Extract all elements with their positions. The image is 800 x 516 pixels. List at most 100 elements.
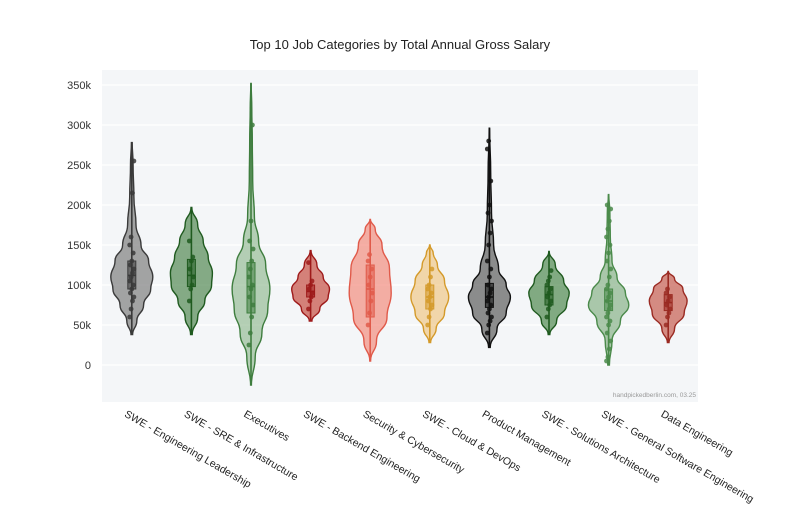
data-point <box>127 262 133 268</box>
data-point <box>608 266 614 272</box>
data-point <box>665 314 670 320</box>
data-point <box>189 282 195 288</box>
data-point <box>484 330 490 336</box>
data-point <box>248 286 254 292</box>
y-tick-label: 300k <box>67 120 91 132</box>
data-point <box>489 314 494 320</box>
data-point <box>489 218 494 224</box>
data-point <box>186 298 192 304</box>
y-tick-label: 350k <box>67 80 91 92</box>
data-point <box>191 274 196 280</box>
data-point <box>247 266 253 272</box>
data-point <box>663 290 669 296</box>
data-point <box>486 138 492 144</box>
data-point <box>604 314 609 320</box>
data-point <box>605 310 611 316</box>
data-point <box>428 306 433 312</box>
data-point <box>488 266 494 272</box>
violins <box>110 82 688 386</box>
y-tick-label: 0 <box>85 360 91 372</box>
data-point <box>130 190 135 196</box>
data-point <box>484 298 490 304</box>
data-point <box>487 290 493 296</box>
violin-group <box>648 270 688 344</box>
data-point <box>487 274 492 280</box>
data-point <box>127 278 133 284</box>
data-point <box>608 206 614 212</box>
data-point <box>486 242 492 248</box>
y-axis: 0 50k 100k 150k 200k 250k 300k 350k <box>67 80 91 372</box>
violin-box <box>365 264 375 318</box>
violin-group <box>231 82 271 386</box>
data-point <box>425 322 431 328</box>
violin-group <box>110 141 154 336</box>
data-point <box>306 286 312 292</box>
data-point <box>367 310 372 316</box>
data-point <box>606 346 612 352</box>
data-point <box>605 226 611 232</box>
data-point <box>484 258 490 264</box>
x-tick-label: SWE - SRE & Infrastructure <box>182 408 300 483</box>
data-point <box>246 274 252 280</box>
credit-text: handpickedberlin.com, 03.25 <box>613 392 696 399</box>
data-point <box>367 274 373 280</box>
data-point <box>365 258 371 264</box>
data-point <box>128 306 134 312</box>
data-point <box>250 282 255 288</box>
data-point <box>128 234 134 240</box>
data-point <box>365 322 371 328</box>
data-point <box>130 282 136 288</box>
data-point <box>130 270 135 276</box>
data-point <box>307 298 313 304</box>
data-point <box>246 342 252 348</box>
data-point <box>604 286 609 292</box>
data-point <box>604 258 610 264</box>
data-point <box>306 306 311 312</box>
data-point <box>485 282 491 288</box>
data-point <box>545 278 551 284</box>
data-point <box>131 266 137 272</box>
data-point <box>606 294 611 300</box>
data-point <box>188 286 194 292</box>
chart-title: Top 10 Job Categories by Total Annual Gr… <box>250 37 551 52</box>
data-point <box>548 298 554 304</box>
data-point <box>605 354 611 360</box>
data-point <box>428 290 434 296</box>
y-tick-label: 200k <box>67 200 91 212</box>
x-tick-label: SWE - Backend Engineering <box>301 408 422 485</box>
data-point <box>127 242 133 248</box>
data-point <box>604 234 609 240</box>
data-point <box>130 250 136 256</box>
data-point <box>128 274 134 280</box>
data-point <box>247 330 253 336</box>
data-point <box>247 294 253 300</box>
data-point <box>607 242 613 248</box>
data-point <box>546 290 552 296</box>
data-point <box>427 294 433 300</box>
data-point <box>548 268 554 273</box>
data-point <box>607 290 613 296</box>
y-tick-label: 100k <box>67 280 91 292</box>
violin-box <box>186 258 196 288</box>
violin-group <box>290 249 331 322</box>
data-point <box>248 218 254 224</box>
data-point <box>544 282 550 288</box>
data-point <box>485 310 491 316</box>
data-point <box>608 338 614 344</box>
data-point <box>488 178 494 184</box>
data-point <box>485 210 491 216</box>
data-point <box>663 322 669 328</box>
data-point <box>606 306 612 312</box>
data-point <box>489 286 494 292</box>
data-point <box>131 294 137 300</box>
data-point <box>605 282 611 288</box>
data-point <box>250 302 256 308</box>
x-tick-label: Security & Cybersecurity <box>361 408 467 476</box>
data-point <box>487 306 492 312</box>
data-point <box>187 266 193 272</box>
data-point <box>665 286 670 292</box>
data-point <box>607 318 613 324</box>
data-point <box>130 298 135 304</box>
data-point <box>369 266 374 272</box>
